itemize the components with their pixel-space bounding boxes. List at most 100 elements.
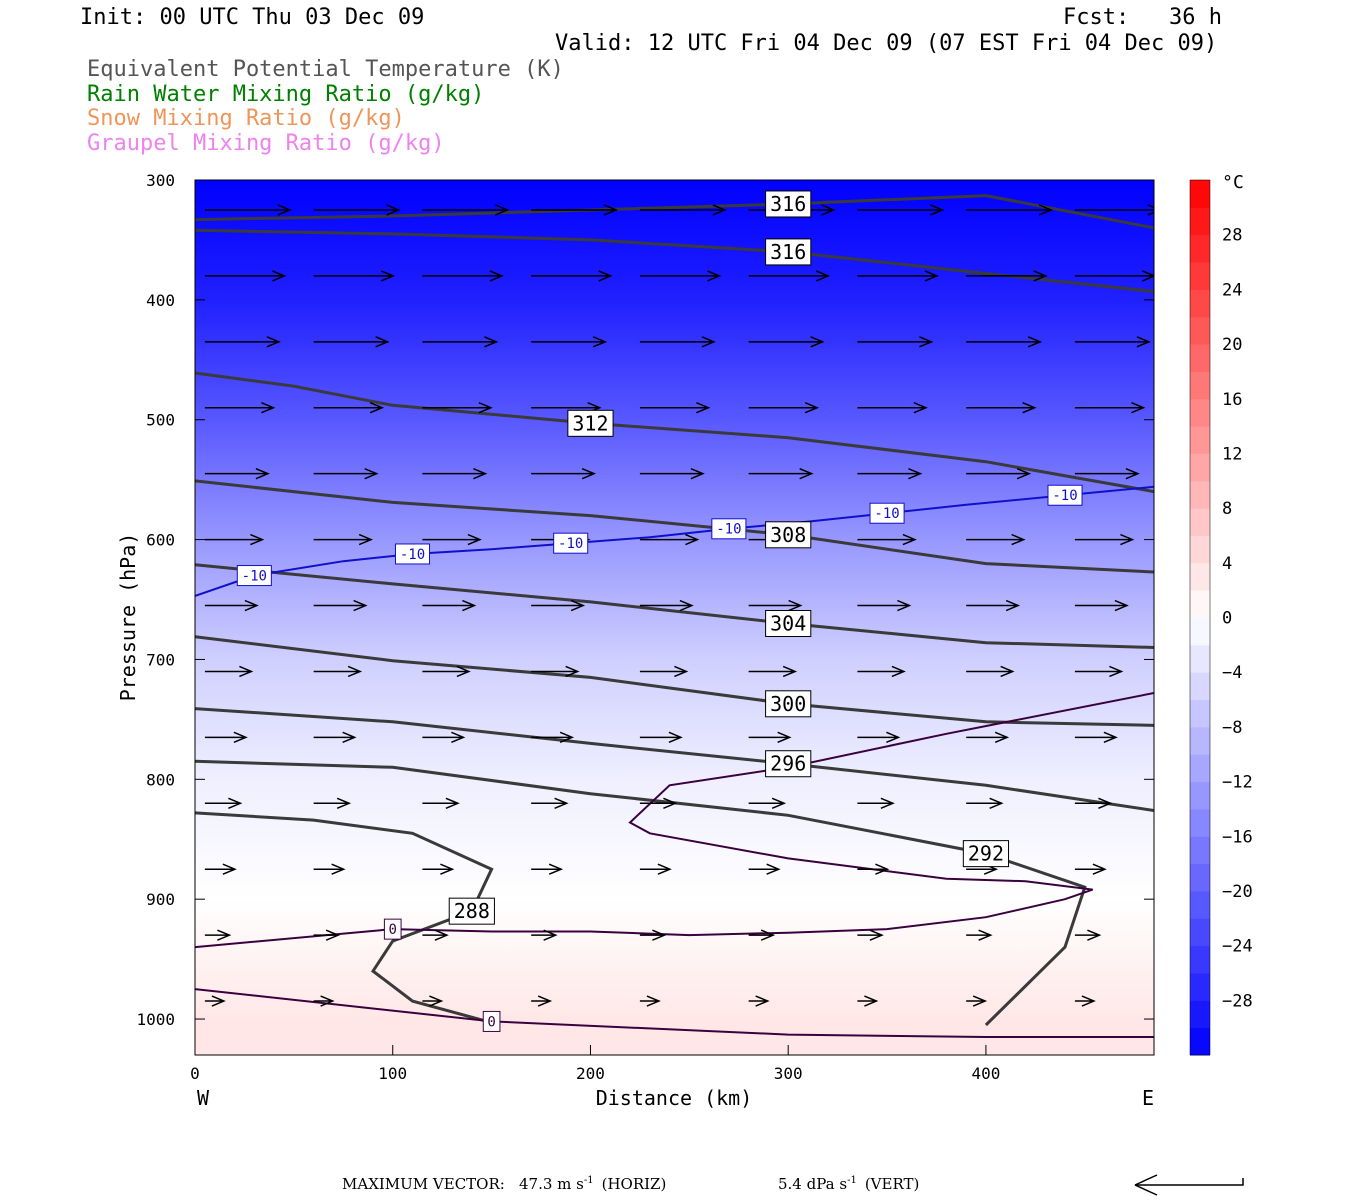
wind-vector xyxy=(639,599,694,612)
wind-vector xyxy=(531,731,575,744)
wind-vector xyxy=(857,270,939,282)
wind-vector xyxy=(531,863,564,875)
field-legend-snow: Snow Mixing Ratio (g/kg) xyxy=(87,106,405,131)
colorbar-segment xyxy=(1190,945,1210,974)
horiz-value: 47.3 m s xyxy=(519,1175,584,1193)
plot-area xyxy=(195,180,1154,1055)
wind-vector xyxy=(313,533,374,546)
wind-vector xyxy=(1074,402,1146,414)
contour-label-box xyxy=(1047,484,1083,506)
contour-label: 300 xyxy=(770,692,806,716)
wind-vector xyxy=(857,533,917,546)
wind-vector xyxy=(857,402,928,414)
contour-label-box xyxy=(765,238,812,266)
colorbar-segment xyxy=(1190,480,1210,509)
wind-vector xyxy=(639,797,678,809)
cross-section-chart: 316316312308304300296292288-10-10-10-10-… xyxy=(116,171,1253,1110)
field-legend-rain: Rain Water Mixing Ratio (g/kg) xyxy=(87,82,485,107)
wind-vector xyxy=(639,863,672,875)
contour-label-layer: 316 316 312 308 304 300 296 292 288 -10 -10 -10 -10 -… xyxy=(236,190,1083,1032)
contour-label: 0 xyxy=(487,1014,495,1030)
wind-vector xyxy=(1074,797,1113,809)
colorbar-segment xyxy=(1190,672,1210,701)
wind-vector xyxy=(857,204,945,216)
contour-label-box xyxy=(869,502,905,524)
wind-vector xyxy=(204,336,281,348)
wind-vector xyxy=(748,336,825,348)
y-tick-label: 800 xyxy=(146,770,175,789)
isotherm-contour xyxy=(195,988,1154,1038)
wind-vector xyxy=(966,533,1026,546)
wind-vector xyxy=(857,995,879,1007)
wind-vector xyxy=(531,204,619,216)
wind-vector xyxy=(639,929,667,941)
wind-vector xyxy=(422,929,449,941)
wind-vector xyxy=(531,270,613,282)
reference-vector-arrow xyxy=(1134,1174,1244,1196)
wind-vector xyxy=(422,599,477,612)
contour-label: 296 xyxy=(770,752,806,776)
colorbar-tick-label: 24 xyxy=(1222,280,1242,300)
y-tick-label: 400 xyxy=(146,291,175,310)
colorbar-segment xyxy=(1190,1027,1210,1056)
colorbar-tick-label: −16 xyxy=(1222,827,1253,847)
colorbar-tick-label: 8 xyxy=(1222,499,1232,519)
wind-vector xyxy=(966,402,1037,414)
contour-label: 316 xyxy=(770,240,806,264)
wind-vector xyxy=(1074,731,1118,744)
wind-vector xyxy=(966,665,1015,678)
colorbar-segment xyxy=(1190,863,1210,892)
wind-vector xyxy=(422,204,510,216)
wind-vector xyxy=(639,467,705,480)
theta-e-contour xyxy=(195,563,1154,649)
wind-vector xyxy=(857,336,934,348)
wind-vector xyxy=(966,731,1010,744)
wind-vector xyxy=(313,665,363,678)
wind-vector xyxy=(748,467,814,480)
contour-label: -10 xyxy=(716,522,741,538)
x-axis-east-label: E xyxy=(1142,1086,1154,1110)
contour-label: 0 xyxy=(389,922,397,938)
y-tick-label: 600 xyxy=(146,531,175,550)
x-tick-label: 300 xyxy=(774,1064,803,1083)
wind-vector xyxy=(313,731,357,744)
colorbar-tick-label: −12 xyxy=(1222,773,1253,793)
wind-vector xyxy=(857,467,923,480)
colorbar-segment xyxy=(1190,644,1210,673)
colorbar-segment xyxy=(1190,262,1210,290)
colorbar-segment xyxy=(1190,289,1210,318)
wind-vector xyxy=(1074,665,1124,678)
axes: 300 400 500 600 700 800 900 1000 0 100 200 300 400 xyxy=(136,171,1155,1083)
colorbar-segment xyxy=(1190,234,1210,263)
wind-vector xyxy=(531,665,580,678)
wind-vector xyxy=(639,665,689,678)
contour-label: 288 xyxy=(454,899,490,923)
colorbar-segment xyxy=(1190,562,1210,591)
colorbar-segment xyxy=(1190,508,1210,536)
wind-vector xyxy=(1074,599,1129,612)
contour-label-box xyxy=(962,840,1010,868)
wind-vector xyxy=(857,929,884,941)
wind-vector xyxy=(966,270,1048,282)
wind-vector xyxy=(748,599,803,612)
contour-label: 308 xyxy=(770,523,806,547)
wind-vector-layer xyxy=(204,204,1154,1007)
colorbar-segment xyxy=(1190,836,1210,865)
contour-label-box xyxy=(765,690,812,718)
colorbar-segment xyxy=(1190,590,1210,618)
wind-vector xyxy=(204,929,232,941)
wind-vector xyxy=(531,467,597,480)
x-tick-label: 200 xyxy=(576,1064,605,1083)
wind-vector xyxy=(857,863,890,875)
colorbar-tick-label: −28 xyxy=(1222,991,1253,1011)
colorbar-segment xyxy=(1190,890,1210,919)
wind-vector xyxy=(313,599,368,612)
wind-vector xyxy=(422,336,499,348)
wind-vector xyxy=(422,665,471,678)
contour-label: 316 xyxy=(770,192,806,216)
temperature-shading xyxy=(195,180,1154,1055)
contour-label-box xyxy=(765,609,812,637)
wind-vector xyxy=(748,995,770,1007)
wind-vector xyxy=(313,863,346,875)
wind-vector xyxy=(857,665,906,678)
